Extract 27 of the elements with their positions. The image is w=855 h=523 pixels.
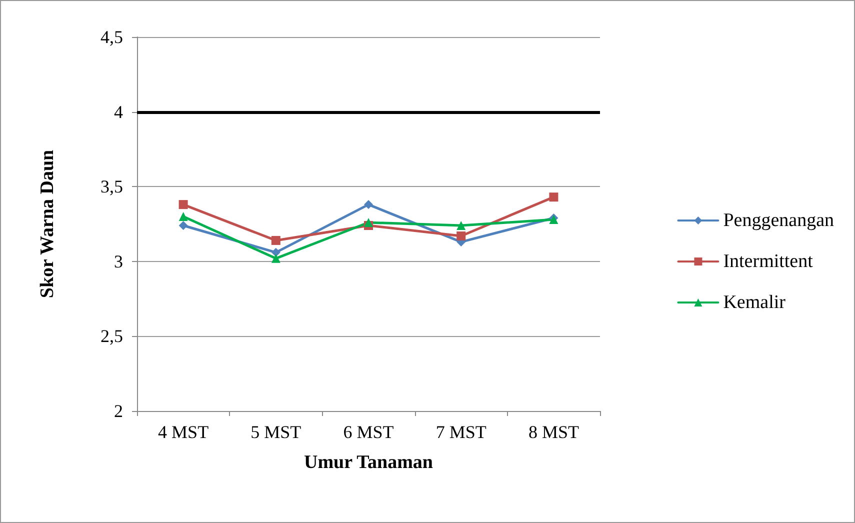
point [364, 218, 373, 228]
point [271, 236, 280, 245]
x-tick-label: 4 MST [158, 422, 209, 442]
y-tick-label: 4 [114, 102, 123, 122]
point [178, 220, 188, 230]
point [456, 220, 466, 230]
point [178, 212, 188, 222]
point [364, 200, 373, 210]
x-tick-label: 8 MST [528, 422, 579, 442]
point [271, 248, 280, 257]
x-tick-label: 5 MST [250, 422, 302, 442]
legend-label: Penggenangan [723, 210, 834, 231]
y-tick-label: 2 [114, 401, 123, 421]
y-tick-label: 4,5 [100, 27, 123, 47]
y-axis-title: Skor Warna Daun [37, 149, 58, 298]
legend-label: Kemalir [723, 292, 786, 313]
x-tick-label: 6 MST [343, 422, 394, 442]
x-axis-title: Umur Tanaman [304, 452, 434, 473]
point [271, 254, 280, 263]
y-tick-label: 3,5 [100, 176, 123, 197]
x-tick-label: 7 MST [436, 422, 486, 442]
point [456, 231, 466, 240]
y-tick-label: 3 [114, 251, 123, 272]
legend-label: Intermittent [723, 251, 814, 272]
point [549, 192, 558, 202]
point [178, 200, 188, 210]
y-tick-label: 2,5 [100, 326, 123, 346]
